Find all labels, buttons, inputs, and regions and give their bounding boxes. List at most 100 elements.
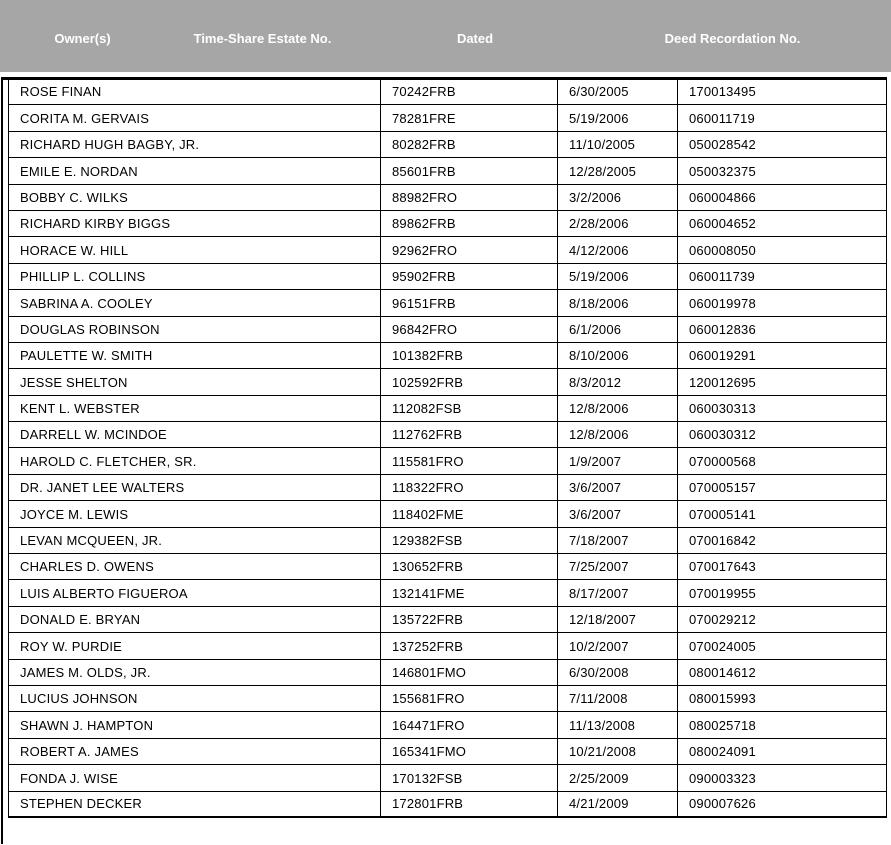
table-row: DONALD E. BRYAN 135722FRB 12/18/2007 070029… xyxy=(8,605,887,634)
cell-deed-no: 090007626 xyxy=(677,790,887,818)
cell-owner: STEPHEN DECKER xyxy=(8,790,381,818)
table-row: STEPHEN DECKER 172801FRB 4/21/2009 09000762… xyxy=(8,790,887,818)
cell-deed-no: 060012836 xyxy=(677,315,887,343)
table-row: JAMES M. OLDS, JR. 146801FMO 6/30/2008 0800… xyxy=(8,658,887,686)
cell-estate-no: 132141FME xyxy=(380,579,558,607)
cell-deed-no: 090003323 xyxy=(677,764,887,792)
table-row: RICHARD HUGH BAGBY, JR. 80282FRB 11/10/200… xyxy=(8,130,887,159)
cell-dated: 5/19/2006 xyxy=(557,262,678,291)
cell-estate-no: 88982FRO xyxy=(380,183,558,211)
cell-owner: LEVAN MCQUEEN, JR. xyxy=(8,526,381,555)
page-edge-line xyxy=(1,77,9,844)
cell-deed-no: 060011719 xyxy=(677,104,887,132)
table-row: HAROLD C. FLETCHER, SR. 115581FRO 1/9/2007… xyxy=(8,447,887,475)
cell-estate-no: 115581FRO xyxy=(380,447,558,475)
cell-estate-no: 96842FRO xyxy=(380,315,558,343)
cell-owner: SABRINA A. COOLEY xyxy=(8,289,381,317)
cell-owner: DOUGLAS ROBINSON xyxy=(8,315,381,343)
cell-dated: 4/12/2006 xyxy=(557,236,678,264)
cell-dated: 8/18/2006 xyxy=(557,289,678,317)
cell-owner: DR. JANET LEE WALTERS xyxy=(8,473,381,502)
cell-dated: 12/8/2006 xyxy=(557,394,678,423)
table-row: ROY W. PURDIE 137252FRB 10/2/2007 070024005 xyxy=(8,632,887,660)
cell-estate-no: 112082FSB xyxy=(380,394,558,423)
cell-dated: 8/10/2006 xyxy=(557,341,678,370)
cell-dated: 10/2/2007 xyxy=(557,632,678,660)
cell-owner: CHARLES D. OWENS xyxy=(8,553,381,581)
cell-owner: KENT L. WEBSTER xyxy=(8,394,381,423)
cell-owner: PHILLIP L. COLLINS xyxy=(8,262,381,291)
column-header-timeshare-estate-no: Time-Share Estate No. xyxy=(193,31,332,46)
cell-deed-no: 080024091 xyxy=(677,737,887,766)
cell-owner: PAULETTE W. SMITH xyxy=(8,341,381,370)
cell-deed-no: 060004652 xyxy=(677,209,887,238)
cell-owner: RICHARD KIRBY BIGGS xyxy=(8,209,381,238)
cell-owner: JOYCE M. LEWIS xyxy=(8,500,381,528)
cell-estate-no: 165341FMO xyxy=(380,737,558,766)
cell-estate-no: 118402FME xyxy=(380,500,558,528)
cell-owner: ROY W. PURDIE xyxy=(8,632,381,660)
cell-dated: 8/17/2007 xyxy=(557,579,678,607)
cell-estate-no: 89862FRB xyxy=(380,209,558,238)
cell-deed-no: 060019978 xyxy=(677,289,887,317)
cell-deed-no: 070000568 xyxy=(677,447,887,475)
cell-owner: LUCIUS JOHNSON xyxy=(8,684,381,713)
cell-deed-no: 080015993 xyxy=(677,684,887,713)
cell-dated: 12/28/2005 xyxy=(557,157,678,185)
cell-owner: FONDA J. WISE xyxy=(8,764,381,792)
cell-estate-no: 70242FRB xyxy=(380,77,558,106)
cell-estate-no: 92962FRO xyxy=(380,236,558,264)
table-row: HORACE W. HILL 92962FRO 4/12/2006 060008050 xyxy=(8,236,887,264)
cell-dated: 3/2/2006 xyxy=(557,183,678,211)
cell-owner: SHAWN J. HAMPTON xyxy=(8,711,381,739)
cell-dated: 5/19/2006 xyxy=(557,104,678,132)
cell-dated: 12/18/2007 xyxy=(557,605,678,634)
table-row: PAULETTE W. SMITH 101382FRB 8/10/2006 06001… xyxy=(8,341,887,370)
cell-estate-no: 80282FRB xyxy=(380,130,558,159)
cell-dated: 6/30/2005 xyxy=(557,77,678,106)
table-row: RICHARD KIRBY BIGGS 89862FRB 2/28/2006 0600… xyxy=(8,209,887,238)
table-row: SABRINA A. COOLEY 96151FRB 8/18/2006 060019… xyxy=(8,289,887,317)
column-header-deed-recordation-no: Deed Recordation No. xyxy=(664,31,801,46)
cell-dated: 3/6/2007 xyxy=(557,473,678,502)
cell-deed-no: 120012695 xyxy=(677,368,887,396)
cell-owner: RICHARD HUGH BAGBY, JR. xyxy=(8,130,381,159)
cell-owner: ROSE FINAN xyxy=(8,77,381,106)
table-row: CORITA M. GERVAIS 78281FRE 5/19/2006 060011… xyxy=(8,104,887,132)
table-row: DR. JANET LEE WALTERS 118322FRO 3/6/2007 07… xyxy=(8,473,887,502)
cell-owner: CORITA M. GERVAIS xyxy=(8,104,381,132)
cell-owner: HORACE W. HILL xyxy=(8,236,381,264)
cell-dated: 7/11/2008 xyxy=(557,684,678,713)
table-row: BOBBY C. WILKS 88982FRO 3/2/2006 060004866 xyxy=(8,183,887,211)
cell-owner: ROBERT A. JAMES xyxy=(8,737,381,766)
cell-deed-no: 070019955 xyxy=(677,579,887,607)
cell-deed-no: 170013495 xyxy=(677,77,887,106)
cell-dated: 4/21/2009 xyxy=(557,790,678,818)
table-row: SHAWN J. HAMPTON 164471FRO 11/13/2008 08002… xyxy=(8,711,887,739)
cell-estate-no: 137252FRB xyxy=(380,632,558,660)
cell-estate-no: 96151FRB xyxy=(380,289,558,317)
table-row: LUCIUS JOHNSON 155681FRO 7/11/2008 08001599… xyxy=(8,684,887,713)
cell-estate-no: 95902FRB xyxy=(380,262,558,291)
table-header-band: Owner(s) Time-Share Estate No. Dated Dee… xyxy=(0,0,891,72)
table-body: ROSE FINAN 70242FRB 6/30/2005 170013495 CORI… xyxy=(8,77,887,818)
cell-dated: 11/10/2005 xyxy=(557,130,678,159)
column-header-owners: Owner(s) xyxy=(54,31,111,46)
table-row: LUIS ALBERTO FIGUEROA 132141FME 8/17/2007 0… xyxy=(8,579,887,607)
cell-deed-no: 070029212 xyxy=(677,605,887,634)
cell-estate-no: 85601FRB xyxy=(380,157,558,185)
cell-dated: 8/3/2012 xyxy=(557,368,678,396)
cell-dated: 10/21/2008 xyxy=(557,737,678,766)
cell-dated: 2/25/2009 xyxy=(557,764,678,792)
table-row: ROBERT A. JAMES 165341FMO 10/21/2008 080024… xyxy=(8,737,887,766)
cell-estate-no: 155681FRO xyxy=(380,684,558,713)
cell-owner: LUIS ALBERTO FIGUEROA xyxy=(8,579,381,607)
cell-dated: 12/8/2006 xyxy=(557,421,678,449)
cell-owner: JAMES M. OLDS, JR. xyxy=(8,658,381,686)
table-row: JOYCE M. LEWIS 118402FME 3/6/2007 070005141 xyxy=(8,500,887,528)
table-row: DARRELL W. MCINDOE 112762FRB 12/8/2006 0600… xyxy=(8,421,887,449)
cell-owner: EMILE E. NORDAN xyxy=(8,157,381,185)
cell-owner: BOBBY C. WILKS xyxy=(8,183,381,211)
cell-deed-no: 060019291 xyxy=(677,341,887,370)
cell-dated: 7/18/2007 xyxy=(557,526,678,555)
